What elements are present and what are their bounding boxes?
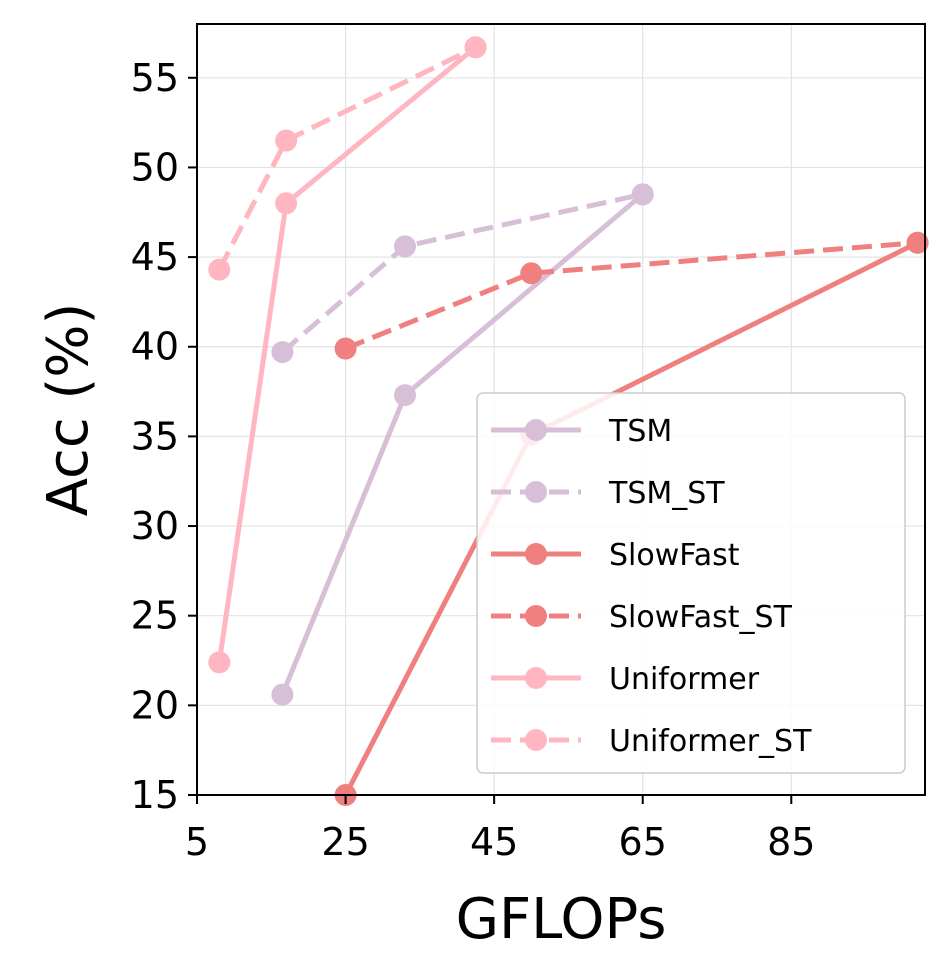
legend-entry: Uniformer (491, 662, 760, 697)
data-point (631, 183, 654, 206)
x-tick-label: 25 (321, 820, 369, 864)
data-point (275, 129, 298, 152)
series-line (280, 191, 644, 354)
x-tick-label: 5 (185, 820, 209, 864)
y-tick-label: 40 (131, 325, 179, 369)
legend-label: SlowFast_ST (609, 600, 793, 635)
data-point (208, 258, 231, 281)
legend-box (476, 392, 906, 774)
data-point (271, 683, 294, 706)
plot-frame (196, 23, 926, 796)
x-tick-label: 65 (619, 820, 667, 864)
data-point (464, 36, 487, 59)
y-tick-label: 50 (131, 145, 179, 189)
legend-marker (525, 543, 547, 565)
x-tick-label: 45 (470, 820, 518, 864)
x-tick-label: 85 (767, 820, 815, 864)
legend: TSM TSM_ST SlowFast SlowFast_ST Uniformer Uni… (476, 392, 906, 774)
legend-label: Uniformer (609, 662, 760, 697)
data-point (275, 192, 298, 215)
data-point (334, 337, 357, 360)
legend-entry: TSM (491, 414, 672, 449)
data-point (271, 341, 294, 364)
y-tick-label: 35 (131, 414, 179, 458)
y-tick-label: 55 (131, 56, 179, 100)
legend-label: TSM_ST (608, 476, 725, 511)
legend-marker (525, 729, 547, 751)
y-tick-label: 15 (131, 773, 179, 817)
data-point (394, 384, 416, 407)
series-uniformer (208, 36, 487, 674)
legend-entry: SlowFast_ST (491, 600, 793, 635)
legend-marker (525, 481, 547, 503)
series-slowfast-st (334, 231, 929, 360)
data-point (906, 231, 929, 254)
series-tsm-st (271, 183, 654, 364)
y-tick-label: 25 (131, 594, 179, 638)
y-axis-title: Acc (%) (36, 303, 101, 517)
legend-entry: Uniformer_ST (491, 724, 812, 759)
axis-ticks: 5 25 45 65 85 15 20 25 30 35 40 45 50 55 (131, 56, 816, 864)
legend-marker (525, 605, 547, 627)
legend-label: Uniformer_ST (609, 724, 812, 759)
x-axis-title: GFLOPs (456, 887, 667, 952)
series-line (344, 240, 918, 351)
legend-label: SlowFast (609, 538, 740, 573)
legend-entry: SlowFast (491, 538, 740, 573)
series-uniformer-st (208, 36, 487, 281)
legend-marker (525, 667, 547, 689)
legend-label: TSM (608, 414, 672, 449)
y-tick-label: 20 (131, 683, 179, 727)
data-point (208, 651, 231, 674)
legend-marker (525, 419, 547, 441)
y-tick-label: 45 (131, 235, 179, 279)
legend-entry: TSM_ST (491, 476, 725, 511)
data-point (394, 235, 416, 258)
data-point (520, 262, 543, 285)
y-tick-label: 30 (131, 504, 179, 548)
